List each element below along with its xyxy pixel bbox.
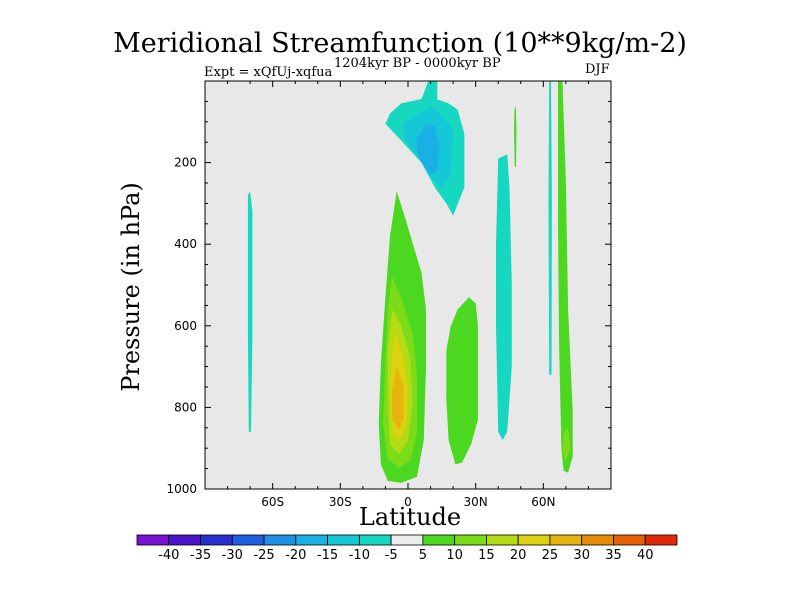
x-axis-label: Latitude — [358, 503, 462, 531]
contour-fill — [392, 366, 404, 430]
season-label: DJF — [585, 62, 610, 77]
y-tick-label: 1000 — [166, 482, 197, 496]
colorbar-label: -10 — [349, 548, 370, 563]
colorbar-swatch — [581, 534, 614, 546]
experiment-label: Expt = xQfUj-xqfua — [204, 65, 333, 80]
colorbar-label: -15 — [317, 548, 338, 563]
contour-fill — [446, 297, 478, 465]
colorbar-swatch — [136, 534, 170, 546]
axes: 60S 30S 0 30N 60N 200 400 600 800 1000 — [166, 81, 611, 509]
colorbar-swatch — [263, 534, 297, 546]
y-tick-label: 400 — [174, 237, 197, 251]
colorbar-swatch — [486, 534, 519, 546]
x-tick-label: 60N — [531, 495, 555, 509]
colorbar-swatch — [644, 534, 678, 546]
contour-fill — [514, 105, 517, 167]
colorbar-label: -30 — [222, 548, 243, 563]
colorbar-label: 15 — [478, 548, 495, 563]
contour-fill — [247, 191, 253, 432]
colorbar-swatch — [200, 534, 233, 546]
colorbar-swatch — [517, 534, 551, 546]
y-tick-label: 600 — [174, 319, 197, 333]
colorbar-label: 5 — [419, 548, 427, 563]
colorbar-label: -35 — [190, 548, 211, 563]
contour-layer — [247, 81, 573, 483]
colorbar-label: -5 — [385, 548, 398, 563]
x-tick-label: 60S — [261, 495, 284, 509]
colorbar-label: 25 — [542, 548, 559, 563]
colorbar-label: -20 — [285, 548, 306, 563]
colorbar-label: -25 — [253, 548, 274, 563]
contour-fill — [548, 81, 552, 375]
contour-fill — [496, 154, 512, 440]
colorbar-label: 20 — [510, 548, 527, 563]
colorbar-swatch — [327, 534, 360, 546]
colorbar-label: -40 — [158, 548, 179, 563]
colorbar-swatch — [390, 534, 424, 546]
y-tick-label: 800 — [174, 400, 197, 414]
period-label: 1204kyr BP - 0000kyr BP — [334, 56, 501, 71]
colorbar-swatch — [358, 534, 392, 546]
colorbar-swatch — [422, 534, 456, 546]
colorbar-swatch — [454, 534, 487, 546]
colorbar-swatch — [549, 534, 583, 546]
colorbar-swatch — [613, 534, 646, 546]
y-axis-label: Pressure (in hPa) — [117, 182, 145, 392]
contour-fill — [417, 123, 440, 175]
x-tick-label: 30S — [329, 495, 352, 509]
contour-fill — [558, 81, 573, 473]
colorbar-label: 30 — [573, 548, 590, 563]
colorbar-swatch — [231, 534, 265, 546]
colorbar-swatch — [295, 534, 328, 546]
colorbar-label: 35 — [605, 548, 622, 563]
colorbar-label: 40 — [637, 548, 654, 563]
colorbar-label: 10 — [446, 548, 463, 563]
chart-title: Meridional Streamfunction (10**9kg/m-2) — [113, 28, 687, 59]
colorbar: -40 -35 -30 -25 -20 -15 -10 -5 5 10 15 20 25 30 35 40 — [136, 534, 678, 563]
x-tick-label: 0 — [404, 495, 412, 509]
colorbar-swatch — [168, 534, 201, 546]
x-tick-label: 30N — [464, 495, 488, 509]
y-tick-label: 200 — [174, 156, 197, 170]
contour-fill — [562, 427, 571, 461]
